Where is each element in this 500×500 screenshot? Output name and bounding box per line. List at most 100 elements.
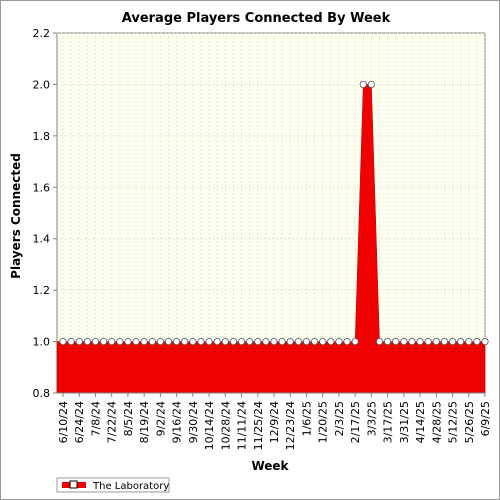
x-tick-label: 9/30/24 — [187, 401, 200, 443]
x-tick-label: 2/17/25 — [349, 401, 362, 443]
y-tick-label: 1.2 — [33, 284, 51, 297]
data-point — [91, 337, 100, 346]
data-point — [278, 337, 286, 346]
data-point — [302, 337, 311, 346]
x-tick-label: 8/19/24 — [138, 401, 151, 443]
data-point — [359, 80, 367, 89]
y-tick-label: 2.0 — [33, 78, 51, 91]
data-point — [221, 337, 229, 346]
x-tick-label: 10/14/24 — [203, 401, 216, 450]
data-point — [213, 337, 221, 346]
data-point — [481, 337, 489, 346]
data-point — [83, 337, 91, 346]
data-point — [408, 337, 416, 346]
legend-box — [56, 477, 170, 493]
data-point — [197, 337, 205, 346]
legend: The Laboratory — [56, 477, 170, 493]
legend-marker — [69, 480, 78, 489]
data-point — [246, 337, 254, 346]
y-tick-label: 1.6 — [33, 181, 51, 194]
data-point — [432, 337, 440, 346]
y-tick-label: 0.8 — [33, 387, 51, 400]
data-point — [156, 337, 164, 346]
x-tick-label: 7/8/24 — [89, 401, 102, 436]
data-point — [335, 337, 343, 346]
x-tick-label: 12/23/24 — [284, 401, 297, 450]
data-point — [367, 80, 375, 89]
x-tick-label: 10/28/24 — [219, 401, 232, 450]
x-axis: 6/10/24 6/24/24 7/8/24 7/22/24 8/5/24 8/19/24… — [57, 392, 492, 450]
x-tick-label: 6/9/25 — [479, 401, 492, 436]
data-point — [124, 337, 132, 346]
y-axis: 0.8 1.0 1.2 1.4 1.6 1.8 2.0 2.2 — [33, 27, 57, 400]
data-point — [416, 337, 424, 346]
data-point — [229, 337, 238, 346]
data-point — [424, 337, 432, 346]
x-tick-label: 3/3/25 — [365, 401, 378, 436]
data-point — [181, 337, 189, 346]
data-point — [319, 337, 327, 346]
data-point — [205, 337, 213, 346]
chart-title: Average Players Connected By Week — [122, 11, 391, 26]
data-point — [400, 337, 408, 346]
data-point — [237, 337, 246, 346]
x-tick-label: 3/17/25 — [382, 401, 395, 443]
x-tick-label: 5/12/25 — [447, 401, 460, 443]
data-point — [270, 337, 278, 346]
data-point — [294, 337, 302, 346]
x-tick-label: 1/20/25 — [317, 401, 330, 443]
data-point — [148, 337, 156, 346]
data-point — [465, 337, 473, 346]
y-tick-label: 1.4 — [33, 233, 51, 246]
x-tick-label: 11/25/24 — [252, 401, 265, 450]
data-point — [67, 337, 75, 346]
data-point — [99, 337, 108, 346]
data-point — [262, 337, 270, 346]
y-axis-label: Players Connected — [9, 153, 23, 279]
data-point — [75, 337, 83, 346]
x-tick-label: 12/9/24 — [268, 401, 281, 443]
data-point — [173, 337, 181, 346]
data-markers — [59, 80, 489, 346]
data-point — [375, 337, 384, 346]
legend-label: The Laboratory — [92, 481, 169, 492]
data-point — [254, 337, 262, 346]
data-point — [457, 337, 465, 346]
x-tick-label: 2/3/25 — [333, 401, 346, 436]
data-point — [140, 337, 148, 346]
data-point — [327, 337, 335, 346]
x-tick-label: 5/26/25 — [463, 401, 476, 443]
grid-lines — [57, 32, 486, 394]
x-tick-label: 3/31/25 — [398, 401, 411, 443]
data-point — [189, 337, 197, 346]
data-point — [473, 337, 481, 346]
data-point — [384, 337, 392, 346]
x-tick-label: 1/6/25 — [300, 401, 313, 436]
data-point — [132, 337, 140, 346]
x-tick-label: 4/28/25 — [430, 401, 443, 443]
data-point — [440, 337, 449, 346]
x-tick-label: 8/5/24 — [122, 401, 135, 436]
x-axis-label: Week — [251, 459, 289, 473]
data-point — [116, 337, 124, 346]
data-point — [392, 337, 400, 346]
x-tick-label: 6/24/24 — [73, 401, 86, 443]
x-tick-label: 6/10/24 — [57, 401, 70, 443]
data-point — [343, 337, 351, 346]
data-point — [448, 337, 457, 346]
data-point — [59, 337, 67, 346]
data-point — [310, 337, 319, 346]
x-tick-label: 9/2/24 — [154, 401, 167, 436]
x-tick-label: 9/16/24 — [171, 401, 184, 443]
x-tick-label: 7/22/24 — [106, 401, 119, 443]
data-point — [108, 337, 116, 346]
data-point — [351, 337, 359, 346]
y-tick-label: 1.8 — [33, 130, 51, 143]
data-point — [164, 337, 173, 346]
data-point — [286, 337, 294, 346]
x-tick-label: 11/11/24 — [236, 401, 249, 450]
y-tick-label: 2.2 — [33, 27, 51, 40]
x-tick-label: 4/14/25 — [414, 401, 427, 443]
y-tick-label: 1.0 — [33, 336, 51, 349]
